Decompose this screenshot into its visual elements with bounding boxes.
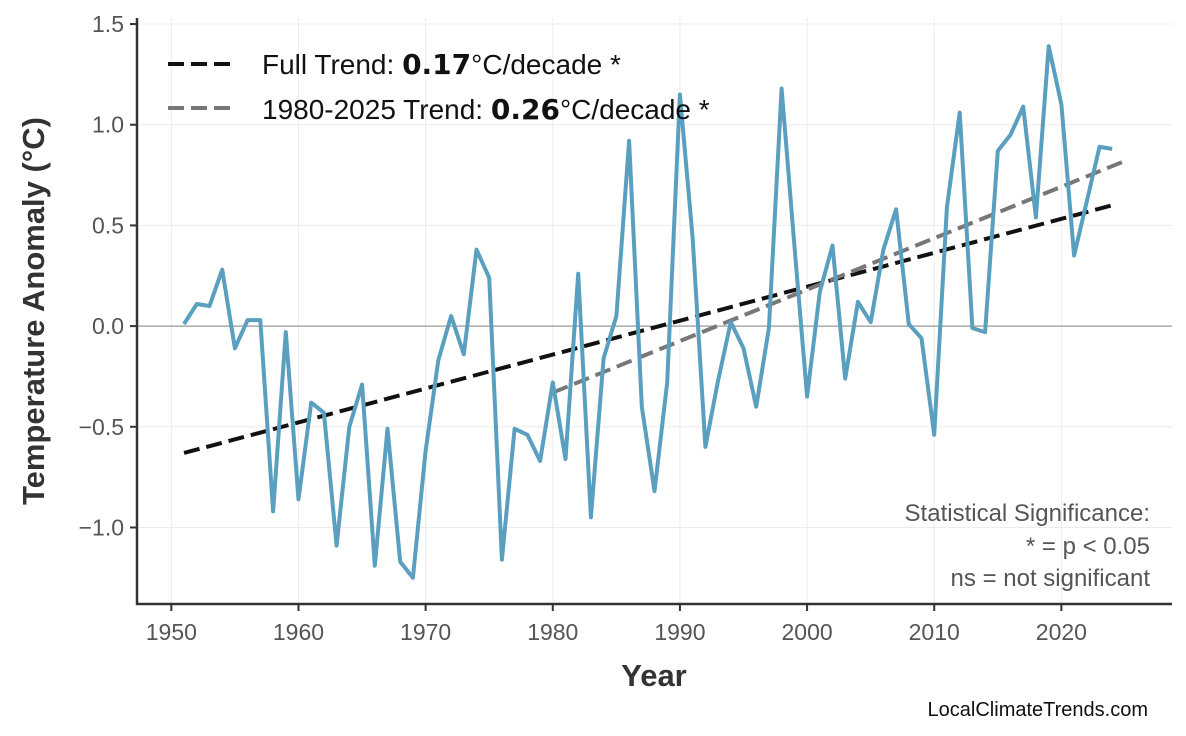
x-ticks: 1950 1960 1970 1980 1990 2000 2010 2020 [146, 604, 1087, 645]
legend-label-full-trend: Full Trend: 0.17°C/decade * [262, 48, 621, 81]
source-credit: LocalClimateTrends.com [928, 699, 1148, 721]
y-tick-label: 1.5 [92, 11, 124, 37]
y-tick-label: −0.5 [79, 414, 124, 440]
legend: Full Trend: 0.17°C/decade * 1980-2025 Tr… [168, 48, 710, 126]
series-line-annual-anomaly [182, 44, 1113, 580]
x-tick-label: 1960 [273, 619, 324, 645]
x-tick-label: 2000 [781, 619, 832, 645]
x-tick-label: 2020 [1036, 619, 1087, 645]
trend-line-1980-2025 [552, 159, 1126, 395]
axes [135, 18, 1172, 606]
x-tick-label: 1990 [654, 619, 705, 645]
x-tick-label: 2010 [909, 619, 960, 645]
y-tick-label: 0.0 [92, 313, 124, 339]
x-axis-title: Year [621, 658, 687, 693]
trend-lines [183, 159, 1126, 455]
legend-item-1980-2025-trend: 1980-2025 Trend: 0.26°C/decade * [168, 93, 710, 126]
y-tick-label: −1.0 [79, 514, 124, 540]
x-tick-label: 1970 [400, 619, 451, 645]
y-tick-label: 0.5 [92, 212, 124, 238]
significance-line-2: ns = not significant [951, 565, 1151, 592]
y-tick-label: 1.0 [92, 112, 124, 138]
legend-label-1980-2025-trend: 1980-2025 Trend: 0.26°C/decade * [262, 93, 710, 126]
y-axis-title: Temperature Anomaly (°C) [16, 117, 51, 505]
significance-title: Statistical Significance: [905, 500, 1150, 527]
y-ticks: −1.0 −0.5 0.0 0.5 1.0 1.5 [79, 11, 137, 540]
x-tick-label: 1980 [527, 619, 578, 645]
legend-item-full-trend: Full Trend: 0.17°C/decade * [168, 48, 621, 81]
significance-line-1: * = p < 0.05 [1026, 533, 1150, 560]
x-tick-label: 1950 [146, 619, 197, 645]
significance-note: Statistical Significance: * = p < 0.05 n… [905, 500, 1151, 592]
